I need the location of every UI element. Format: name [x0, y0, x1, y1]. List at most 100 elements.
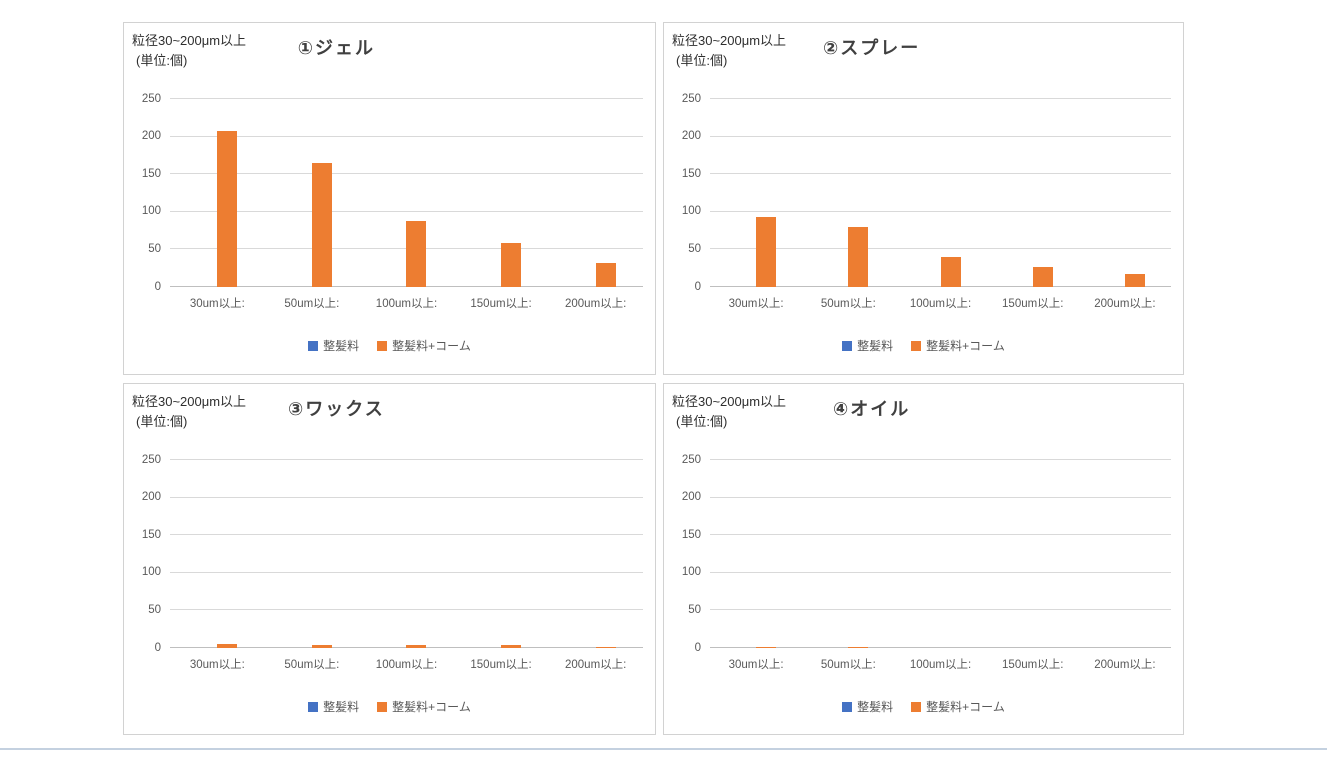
category-group-2: [802, 99, 894, 287]
chart-annotation-line1: 粒径30~200μm以上: [672, 394, 787, 409]
legend: 整髪料 整髪料+コーム: [124, 698, 655, 715]
x-axis-label-3: 100um以上:: [909, 659, 972, 671]
bars-area: [170, 99, 643, 287]
gridline-200: [170, 496, 643, 498]
x-axis-label-5: 200um以上:: [564, 298, 627, 310]
chart-title: ②スプレー: [822, 38, 921, 58]
chart-annotation-line2: (単位:個): [136, 53, 188, 68]
y-tick-label-0: 0: [694, 641, 701, 654]
gridline-150: [710, 534, 1171, 536]
x-axis-label-4: 150um以上:: [1002, 298, 1064, 310]
legend-label: 整髪料+コーム: [392, 339, 471, 353]
chart-panel-3: 粒径30~200μm以上 (単位:個) ③ワックス 250 200 150 100 50 0 30…: [123, 383, 656, 735]
category-group-1: [710, 99, 802, 287]
gridline-250: [170, 459, 643, 460]
bar-seihatsuryo-comb: [217, 131, 238, 287]
category-group-4: [454, 460, 549, 648]
legend-label: 整髪料: [857, 339, 894, 353]
x-axis-label-2: 50um以上:: [820, 659, 876, 671]
bars-area: [710, 99, 1171, 287]
chart-panel-2: 粒径30~200μm以上 (単位:個) ②スプレー 250 200 150 100 50 0 30…: [663, 22, 1184, 375]
y-tick-label-250: 250: [141, 453, 161, 466]
y-tick-label-100: 100: [681, 205, 701, 218]
y-tick-label-250: 250: [681, 92, 701, 105]
bar-seihatsuryo-comb: [501, 645, 522, 648]
x-axis-label-3: 100um以上:: [375, 659, 438, 671]
y-tick-label-50: 50: [148, 603, 161, 616]
chart-annotation-line1: 粒径30~200μm以上: [672, 33, 787, 48]
legend-item-1: 整髪料: [842, 698, 893, 715]
gridline-100: [170, 210, 643, 212]
category-group-5: [1079, 99, 1171, 287]
category-group-2: [802, 460, 894, 648]
x-axis-label-1: 30um以上:: [189, 298, 245, 310]
gridline-200: [710, 135, 1171, 137]
bars-area: [170, 460, 643, 648]
bottom-divider: [0, 748, 1327, 750]
x-axis-label-4: 150um以上:: [470, 659, 532, 671]
x-axis-label-3: 100um以上:: [375, 298, 438, 310]
y-tick-label-100: 100: [681, 566, 701, 579]
legend-swatch-orange-icon: [377, 701, 388, 712]
gridline-250: [710, 459, 1171, 460]
gridline-150: [170, 534, 643, 536]
y-tick-label-150: 150: [141, 167, 161, 180]
plot-area: 250 200 150 100 50 0: [682, 454, 1171, 653]
category-group-3: [359, 99, 454, 287]
x-axis-label-1: 30um以上:: [728, 659, 784, 671]
y-tick-label-200: 200: [681, 129, 701, 142]
chart-annotation-line2: (単位:個): [136, 414, 188, 429]
y-tick-label-200: 200: [681, 490, 701, 503]
gridline-150: [170, 173, 643, 175]
bar-seihatsuryo-comb: [311, 645, 332, 648]
legend-item-1: 整髪料: [842, 337, 893, 354]
legend-swatch-blue-icon: [308, 701, 319, 712]
legend-swatch-blue-icon: [308, 340, 319, 351]
bar-seihatsuryo-comb: [1124, 274, 1145, 287]
y-tick-label-50: 50: [688, 242, 701, 255]
category-group-3: [359, 460, 454, 648]
legend-swatch-blue-icon: [842, 701, 853, 712]
plot-area: 250 200 150 100 50 0: [142, 93, 643, 292]
chart-title: ③ワックス: [288, 399, 385, 419]
category-group-2: [265, 460, 360, 648]
category-group-3: [894, 460, 986, 648]
x-axis-label-1: 30um以上:: [189, 659, 245, 671]
category-group-4: [987, 460, 1079, 648]
bar-seihatsuryo-comb: [595, 262, 616, 287]
y-tick-label-50: 50: [148, 242, 161, 255]
legend: 整髪料 整髪料+コーム: [124, 337, 655, 354]
x-axis-label-4: 150um以上:: [1002, 659, 1064, 671]
bars-area: [710, 460, 1171, 648]
bar-seihatsuryo-comb: [756, 646, 777, 648]
chart-title: ①ジェル: [297, 38, 376, 58]
bar-seihatsuryo-comb: [848, 646, 869, 648]
gridline-250: [170, 98, 643, 99]
legend-swatch-orange-icon: [911, 340, 922, 351]
y-tick-label-0: 0: [154, 280, 161, 293]
bar-seihatsuryo-comb: [756, 217, 777, 287]
x-axis-labels: 30um以上: 50um以上: 100um以上: 150um以上: 200um以上:: [710, 295, 1171, 311]
legend: 整髪料 整髪料+コーム: [664, 698, 1183, 715]
y-tick-label-150: 150: [681, 167, 701, 180]
chart-annotation-line2: (単位:個): [676, 414, 728, 429]
chart-panel-4: 粒径30~200μm以上 (単位:個) ④オイル 250 200 150 100 50 0 30u…: [663, 383, 1184, 735]
gridline-50: [710, 609, 1171, 611]
chart-annotation-line1: 粒径30~200μm以上: [132, 394, 247, 409]
legend-item-2: 整髪料+コーム: [377, 337, 471, 354]
chart-title: ④オイル: [832, 399, 911, 419]
x-axis-labels: 30um以上: 50um以上: 100um以上: 150um以上: 200um以上:: [710, 656, 1171, 672]
legend-label: 整髪料+コーム: [926, 700, 1005, 714]
category-group-4: [987, 99, 1079, 287]
chart-annotation-line2: (単位:個): [676, 53, 728, 68]
bar-seihatsuryo-comb: [501, 243, 522, 287]
x-axis-label-1: 30um以上:: [728, 298, 784, 310]
legend-item-1: 整髪料: [308, 337, 359, 354]
bar-seihatsuryo-comb: [848, 226, 869, 287]
x-axis-label-4: 150um以上:: [470, 298, 532, 310]
y-tick-label-50: 50: [688, 603, 701, 616]
legend-swatch-orange-icon: [911, 701, 922, 712]
y-tick-label-0: 0: [694, 280, 701, 293]
y-tick-label-250: 250: [681, 453, 701, 466]
legend-label: 整髪料: [323, 700, 360, 714]
